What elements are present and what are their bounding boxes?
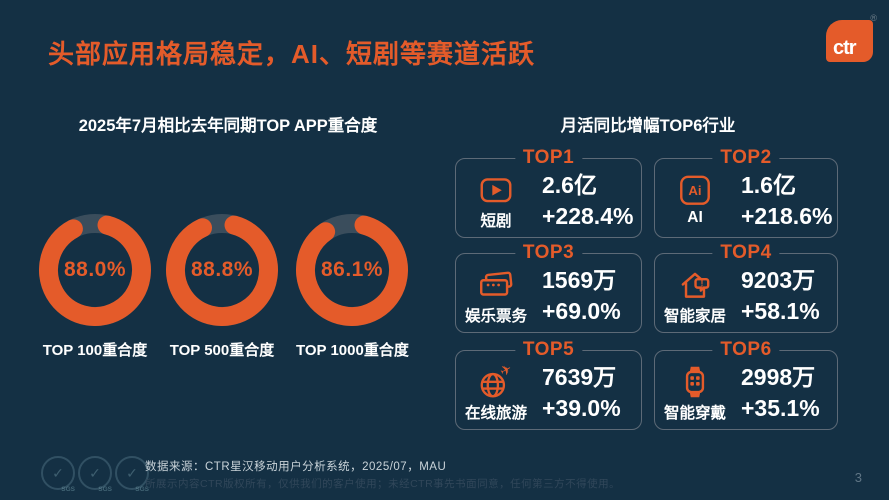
donut-value: 88.8% [190,258,254,281]
check-icon: ✓ [89,464,101,481]
sgs-badge-icon: ✓ SGS [115,456,149,493]
growth-value: +69.0% [542,298,621,324]
donut-ring: 88.0% [39,214,151,326]
top-card-4: TOP4 ! 智能家居 9203万 +58.1% [654,242,838,333]
growth-value: +35.1% [741,395,820,421]
svg-text:Ai: Ai [688,183,701,198]
mau-value: 7639万 [542,364,617,390]
top-card-2: TOP2 Ai AI 1.6亿 +218.6% [654,147,838,238]
rank-badge: TOP4 [712,242,780,264]
ticket-icon [456,266,536,304]
mau-value: 2.6亿 [542,172,597,198]
page-title: 头部应用格局稳定，AI、短剧等赛道活跃 [48,39,536,69]
top-card-5: TOP5 ✈ 在线旅游 7639万 +39.0% [455,339,642,430]
rank-badge: TOP5 [514,339,583,361]
category-label: AI [687,209,703,226]
certification-watermarks: ✓ SGS ✓ SGS ✓ SGS [41,456,149,493]
top6-section-title: 月活同比增幅TOP6行业 [560,117,736,135]
registered-trademark-icon: ® [870,13,877,23]
smart-home-icon: ! [655,266,735,304]
page-number: 3 [854,470,862,485]
donut-value: 88.0% [63,258,127,281]
travel-globe-plane-icon: ✈ [456,363,536,401]
mau-value: 1569万 [542,267,617,293]
category-label: 智能家居 [663,308,726,325]
ctr-logo-mark: ctr [826,20,873,62]
growth-value: +228.4% [542,203,634,229]
ai-icon: Ai [655,171,735,209]
donut-value: 86.1% [320,258,384,281]
donut-svg [296,214,408,326]
category-label: 娱乐票务 [464,308,527,325]
donut-top1000: 86.1% TOP 1000重合度 [296,214,409,360]
rank-badge: TOP6 [712,339,780,361]
growth-value: +218.6% [741,203,833,229]
smartwatch-icon [655,363,735,401]
top-card-3: TOP3 娱乐票务 1569万 +69.0% [455,242,642,333]
donut-label: TOP 500重合度 [169,342,275,359]
svg-text:!: ! [700,278,703,288]
donut-label: TOP 1000重合度 [296,342,409,359]
sgs-badge-icon: ✓ SGS [41,456,75,493]
data-source-note: 数据来源：CTR星汉移动用户分析系统，2025/07，MAU [145,461,447,473]
donut-label: TOP 100重合度 [42,342,148,359]
top-card-6: TOP6 智能穿戴 2998万 +35.1% [654,339,838,430]
mau-value: 1.6亿 [741,172,796,198]
category-label: 短剧 [480,213,512,230]
donut-ring: 86.1% [296,214,408,326]
check-icon: ✓ [126,464,138,481]
rank-badge: TOP1 [514,147,583,169]
growth-value: +39.0% [542,395,621,421]
donut-top100: 88.0% TOP 100重合度 [39,214,151,360]
donut-svg [166,214,278,326]
sgs-badge-icon: ✓ SGS [78,456,112,493]
ctr-logo: ctr ® [826,13,877,62]
donut-ring: 88.8% [166,214,278,326]
donut-svg [39,214,151,326]
top-card-1: TOP1 短剧 2.6亿 +228.4% [455,147,642,238]
mau-value: 9203万 [741,267,816,293]
copyright-disclaimer: 所展示内容CTR版权所有，仅供我们的客户使用；未经CTR事先书面同意，任何第三方… [145,478,621,490]
short-drama-video-icon [456,171,536,209]
check-icon: ✓ [52,464,64,481]
rank-badge: TOP3 [514,242,583,264]
category-label: 在线旅游 [464,405,527,422]
rank-badge: TOP2 [712,147,780,169]
growth-value: +58.1% [741,298,820,324]
svg-text:✈: ✈ [497,363,514,380]
donut-top500: 88.8% TOP 500重合度 [166,214,278,360]
overlap-chart-title: 2025年7月相比去年同期TOP APP重合度 [78,117,378,135]
category-label: 智能穿戴 [663,405,726,422]
mau-value: 2998万 [741,364,816,390]
